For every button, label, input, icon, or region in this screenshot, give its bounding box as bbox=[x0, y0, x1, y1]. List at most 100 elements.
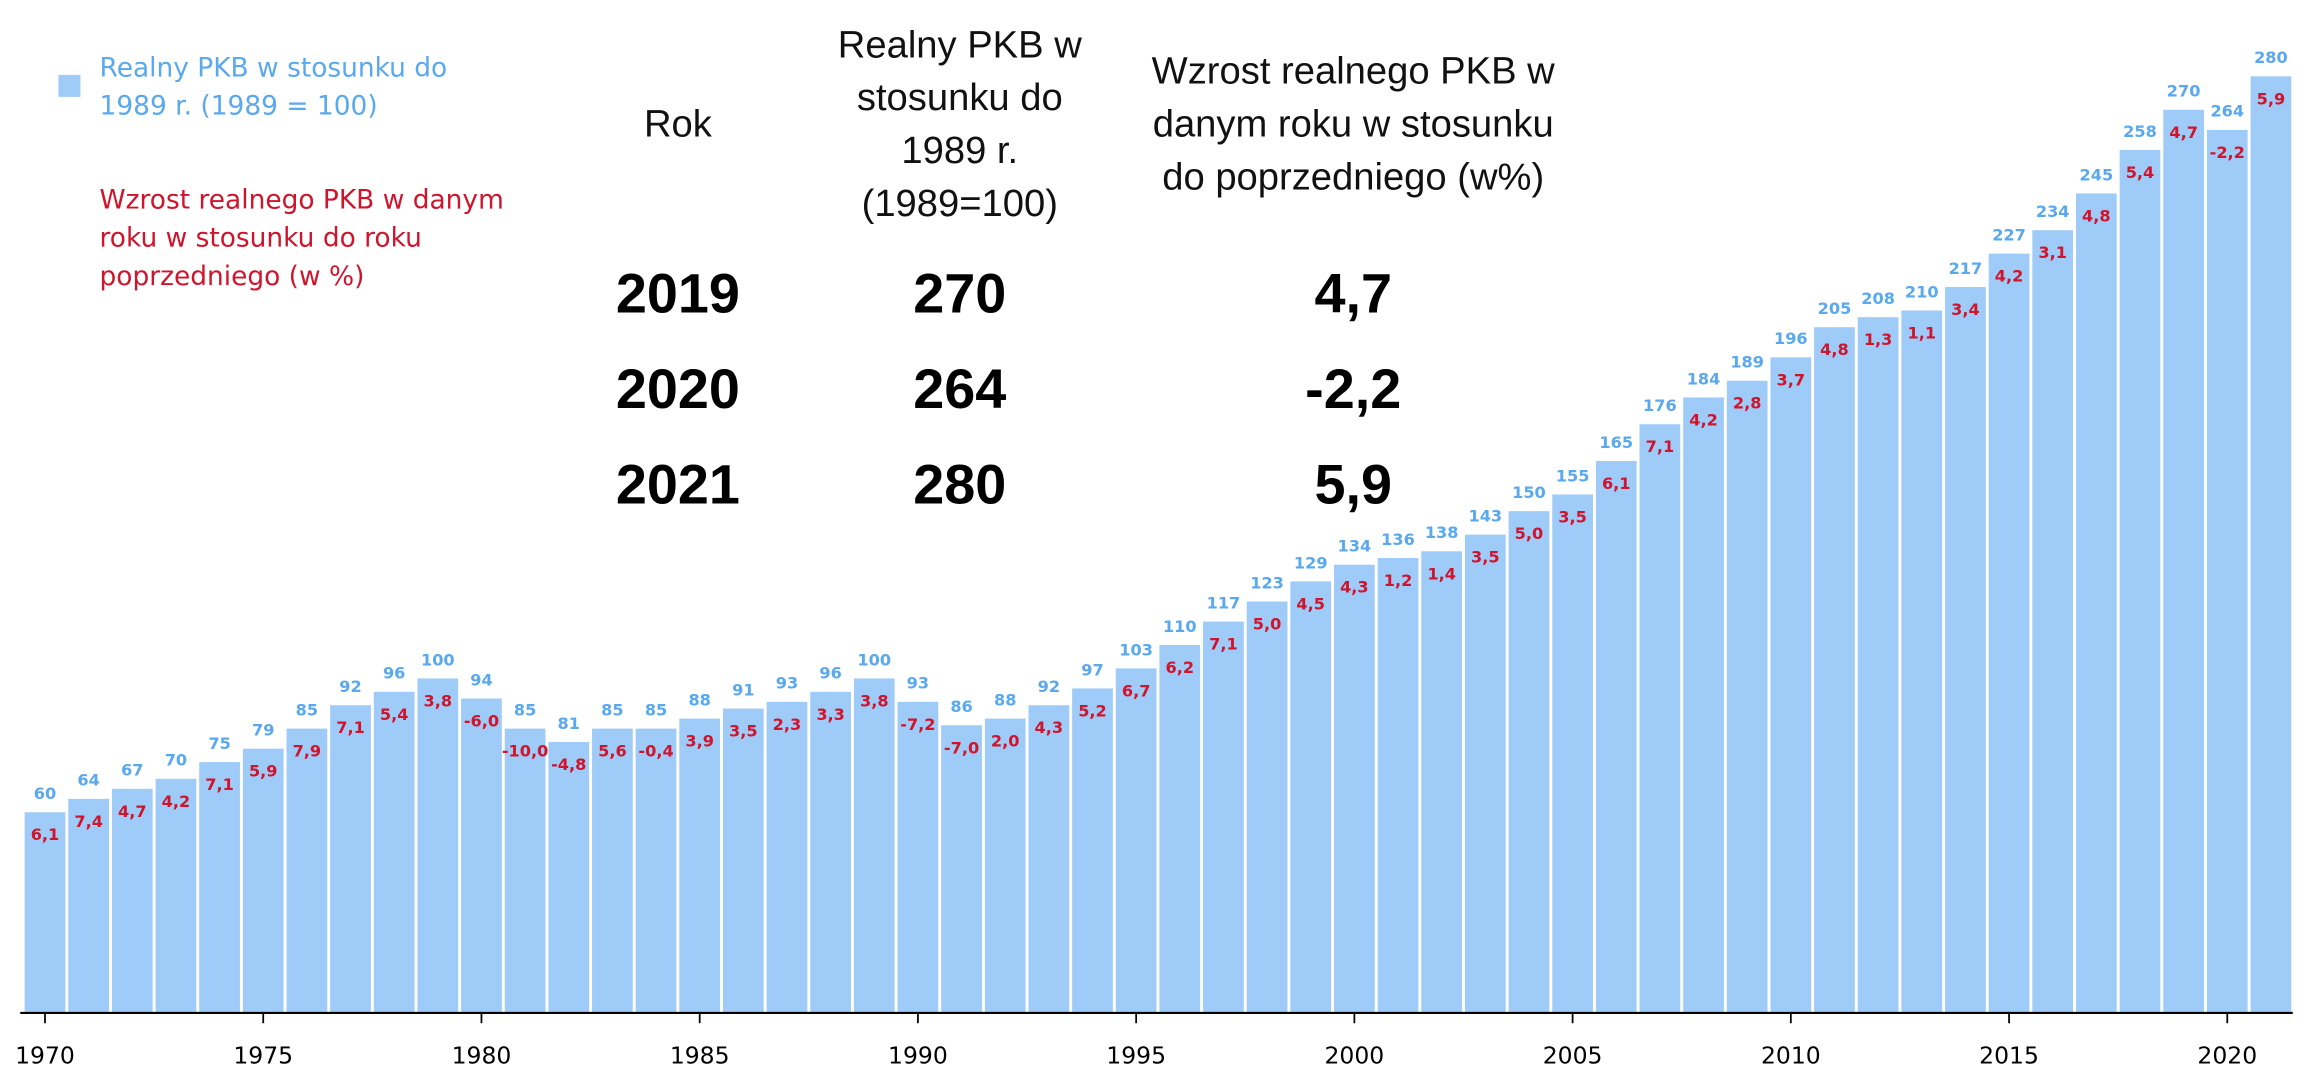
bar bbox=[853, 678, 895, 1013]
value-label: 280 bbox=[2254, 48, 2288, 67]
legend-swatch bbox=[58, 74, 81, 97]
growth-label: 3,5 bbox=[1471, 548, 1500, 567]
bar bbox=[2119, 149, 2161, 1013]
bar bbox=[1028, 705, 1070, 1013]
x-tick-label: 1995 bbox=[1106, 1041, 1166, 1069]
value-label: 270 bbox=[2167, 82, 2201, 101]
value-label: 196 bbox=[1774, 329, 1808, 348]
bar bbox=[1072, 688, 1113, 1013]
x-tick-label: 2015 bbox=[1979, 1041, 2039, 1069]
growth-label: 4,2 bbox=[1995, 267, 2024, 286]
bar bbox=[766, 701, 808, 1013]
growth-label: 6,1 bbox=[31, 825, 60, 844]
value-label: 217 bbox=[1949, 259, 1983, 278]
table-cell: 270 bbox=[913, 263, 1006, 325]
bar bbox=[2250, 76, 2292, 1013]
value-label: 103 bbox=[1119, 640, 1153, 659]
growth-label: 5,2 bbox=[1078, 701, 1107, 720]
growth-label: 2,3 bbox=[773, 715, 802, 734]
table-header: Realny PKB w stosunku do 1989 r. (1989=1… bbox=[837, 22, 1082, 225]
growth-label: 4,5 bbox=[1296, 594, 1325, 613]
growth-label: 6,7 bbox=[1122, 681, 1151, 700]
growth-label: 4,3 bbox=[1340, 578, 1369, 597]
bar bbox=[1726, 380, 1768, 1013]
bar bbox=[548, 741, 590, 1013]
value-label: 88 bbox=[688, 690, 710, 709]
bar bbox=[286, 728, 328, 1013]
value-label: 123 bbox=[1250, 573, 1284, 592]
table-header: Rok bbox=[643, 101, 712, 146]
value-label: 234 bbox=[2036, 202, 2070, 221]
table-cell: 2020 bbox=[616, 358, 740, 420]
x-tick-label: 2010 bbox=[1761, 1041, 1821, 1069]
bar bbox=[1377, 558, 1419, 1013]
value-label: 264 bbox=[2210, 102, 2244, 121]
growth-label: -4,8 bbox=[551, 755, 586, 774]
growth-label: 7,1 bbox=[336, 718, 365, 737]
bar bbox=[242, 748, 284, 1013]
growth-label: -7,2 bbox=[900, 715, 935, 734]
bar bbox=[1159, 644, 1201, 1013]
value-label: 184 bbox=[1687, 369, 1721, 388]
x-tick-label: 2005 bbox=[1543, 1041, 1603, 1069]
growth-label: 1,1 bbox=[1907, 323, 1936, 342]
bar bbox=[504, 728, 546, 1013]
value-label: 210 bbox=[1905, 282, 1939, 301]
growth-label: 5,4 bbox=[2126, 163, 2155, 182]
value-label: 100 bbox=[857, 650, 891, 669]
growth-label: 7,1 bbox=[205, 775, 234, 794]
table-cell: 2021 bbox=[616, 454, 740, 516]
legend-label: Realny PKB w stosunku do 1989 r. (1989 =… bbox=[99, 52, 448, 122]
value-label: 70 bbox=[165, 751, 187, 770]
bar bbox=[1945, 287, 1986, 1013]
bar bbox=[1857, 317, 1899, 1013]
bar bbox=[68, 798, 110, 1013]
value-label: 67 bbox=[121, 761, 143, 780]
bar bbox=[1814, 327, 1855, 1013]
value-label: 85 bbox=[514, 700, 536, 719]
bar bbox=[1552, 494, 1593, 1013]
growth-label: 4,7 bbox=[118, 802, 147, 821]
table-header-box: Realny PKB w stosunku do 1989 r. (1989=1… bbox=[837, 22, 1082, 225]
growth-label: 3,9 bbox=[685, 732, 714, 751]
bar bbox=[461, 698, 502, 1013]
value-label: 245 bbox=[2080, 165, 2114, 184]
growth-label: 4,2 bbox=[1689, 410, 1718, 429]
value-label: 96 bbox=[819, 664, 841, 683]
bar bbox=[417, 678, 459, 1013]
bar bbox=[1770, 357, 1812, 1013]
x-tick-label: 2020 bbox=[2197, 1041, 2257, 1069]
value-label: 143 bbox=[1468, 506, 1502, 525]
growth-label: -6,0 bbox=[464, 711, 499, 730]
growth-label: 5,6 bbox=[598, 742, 627, 761]
growth-label: 5,9 bbox=[249, 762, 278, 781]
table-cell: 5,9 bbox=[1314, 454, 1392, 516]
growth-label: 4,8 bbox=[2082, 206, 2111, 225]
table-cell: 2019 bbox=[616, 263, 740, 325]
growth-label: 6,1 bbox=[1602, 474, 1631, 493]
value-label: 258 bbox=[2123, 122, 2157, 141]
bar bbox=[984, 718, 1026, 1013]
growth-label: 1,2 bbox=[1384, 571, 1413, 590]
value-label: 93 bbox=[776, 674, 798, 693]
bar bbox=[1508, 511, 1550, 1013]
growth-label: 4,8 bbox=[1820, 340, 1849, 359]
growth-label: 5,9 bbox=[2257, 89, 2286, 108]
bar bbox=[1203, 621, 1244, 1013]
bar bbox=[2206, 129, 2248, 1013]
bar bbox=[1901, 310, 1943, 1013]
bar bbox=[24, 812, 66, 1013]
value-label: 165 bbox=[1599, 433, 1633, 452]
table-cell: 264 bbox=[913, 358, 1006, 420]
value-label: 189 bbox=[1730, 353, 1764, 372]
value-label: 92 bbox=[339, 677, 361, 696]
value-label: 85 bbox=[296, 700, 318, 719]
value-label: 138 bbox=[1425, 523, 1459, 542]
growth-label: 7,9 bbox=[293, 742, 322, 761]
x-tick-label: 1980 bbox=[452, 1041, 512, 1069]
value-label: 110 bbox=[1163, 617, 1197, 636]
legend-label-box: Wzrost realnego PKB w danym roku w stosu… bbox=[100, 185, 504, 292]
growth-label: 3,7 bbox=[1777, 370, 1806, 389]
